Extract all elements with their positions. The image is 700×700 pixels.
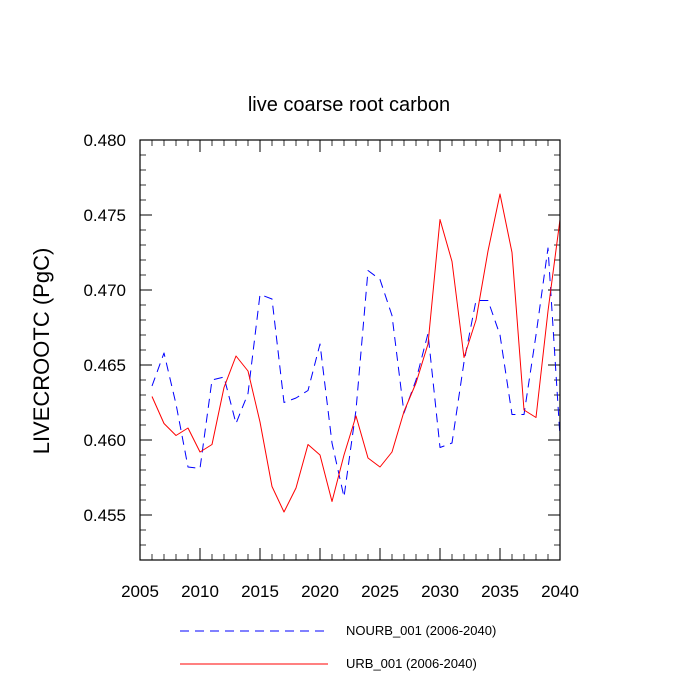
x-tick-label: 2010: [181, 582, 219, 601]
y-tick-label: 0.475: [83, 206, 126, 225]
plot-frame: [139, 139, 561, 561]
legend: NOURB_001 (2006-2040) URB_001 (2006-2040): [180, 623, 496, 671]
x-tick-label: 2005: [121, 582, 159, 601]
y-axis-label: LIVECROOTC (PgC): [29, 248, 54, 455]
x-tick-label: 2035: [481, 582, 519, 601]
y-tick-label: 0.480: [83, 131, 126, 150]
y-tick-label: 0.465: [83, 356, 126, 375]
y-tick-label: 0.470: [83, 281, 126, 300]
y-tick-label: 0.455: [83, 506, 126, 525]
chart-title: live coarse root carbon: [248, 94, 450, 116]
x-tick-labels: 2005 2010 2015 2020 2025 2030 2035 2040: [121, 582, 579, 601]
x-tick-label: 2020: [301, 582, 339, 601]
y-tick-label: 0.460: [83, 431, 126, 450]
series-line-2: [151, 193, 561, 513]
x-tick-label: 2030: [421, 582, 459, 601]
y-tick-labels: 0.455 0.460 0.465 0.470 0.475 0.480: [83, 131, 126, 525]
legend-label-2: URB_001 (2006-2040): [346, 656, 477, 671]
x-tick-label: 2040: [541, 582, 579, 601]
series-line-1: [151, 247, 561, 498]
x-tick-label: 2025: [361, 582, 399, 601]
x-tick-label: 2015: [241, 582, 279, 601]
legend-label-1: NOURB_001 (2006-2040): [346, 623, 496, 638]
major-ticks: [139, 139, 561, 560]
series-layer: [151, 193, 561, 513]
minor-ticks: [140, 140, 560, 561]
